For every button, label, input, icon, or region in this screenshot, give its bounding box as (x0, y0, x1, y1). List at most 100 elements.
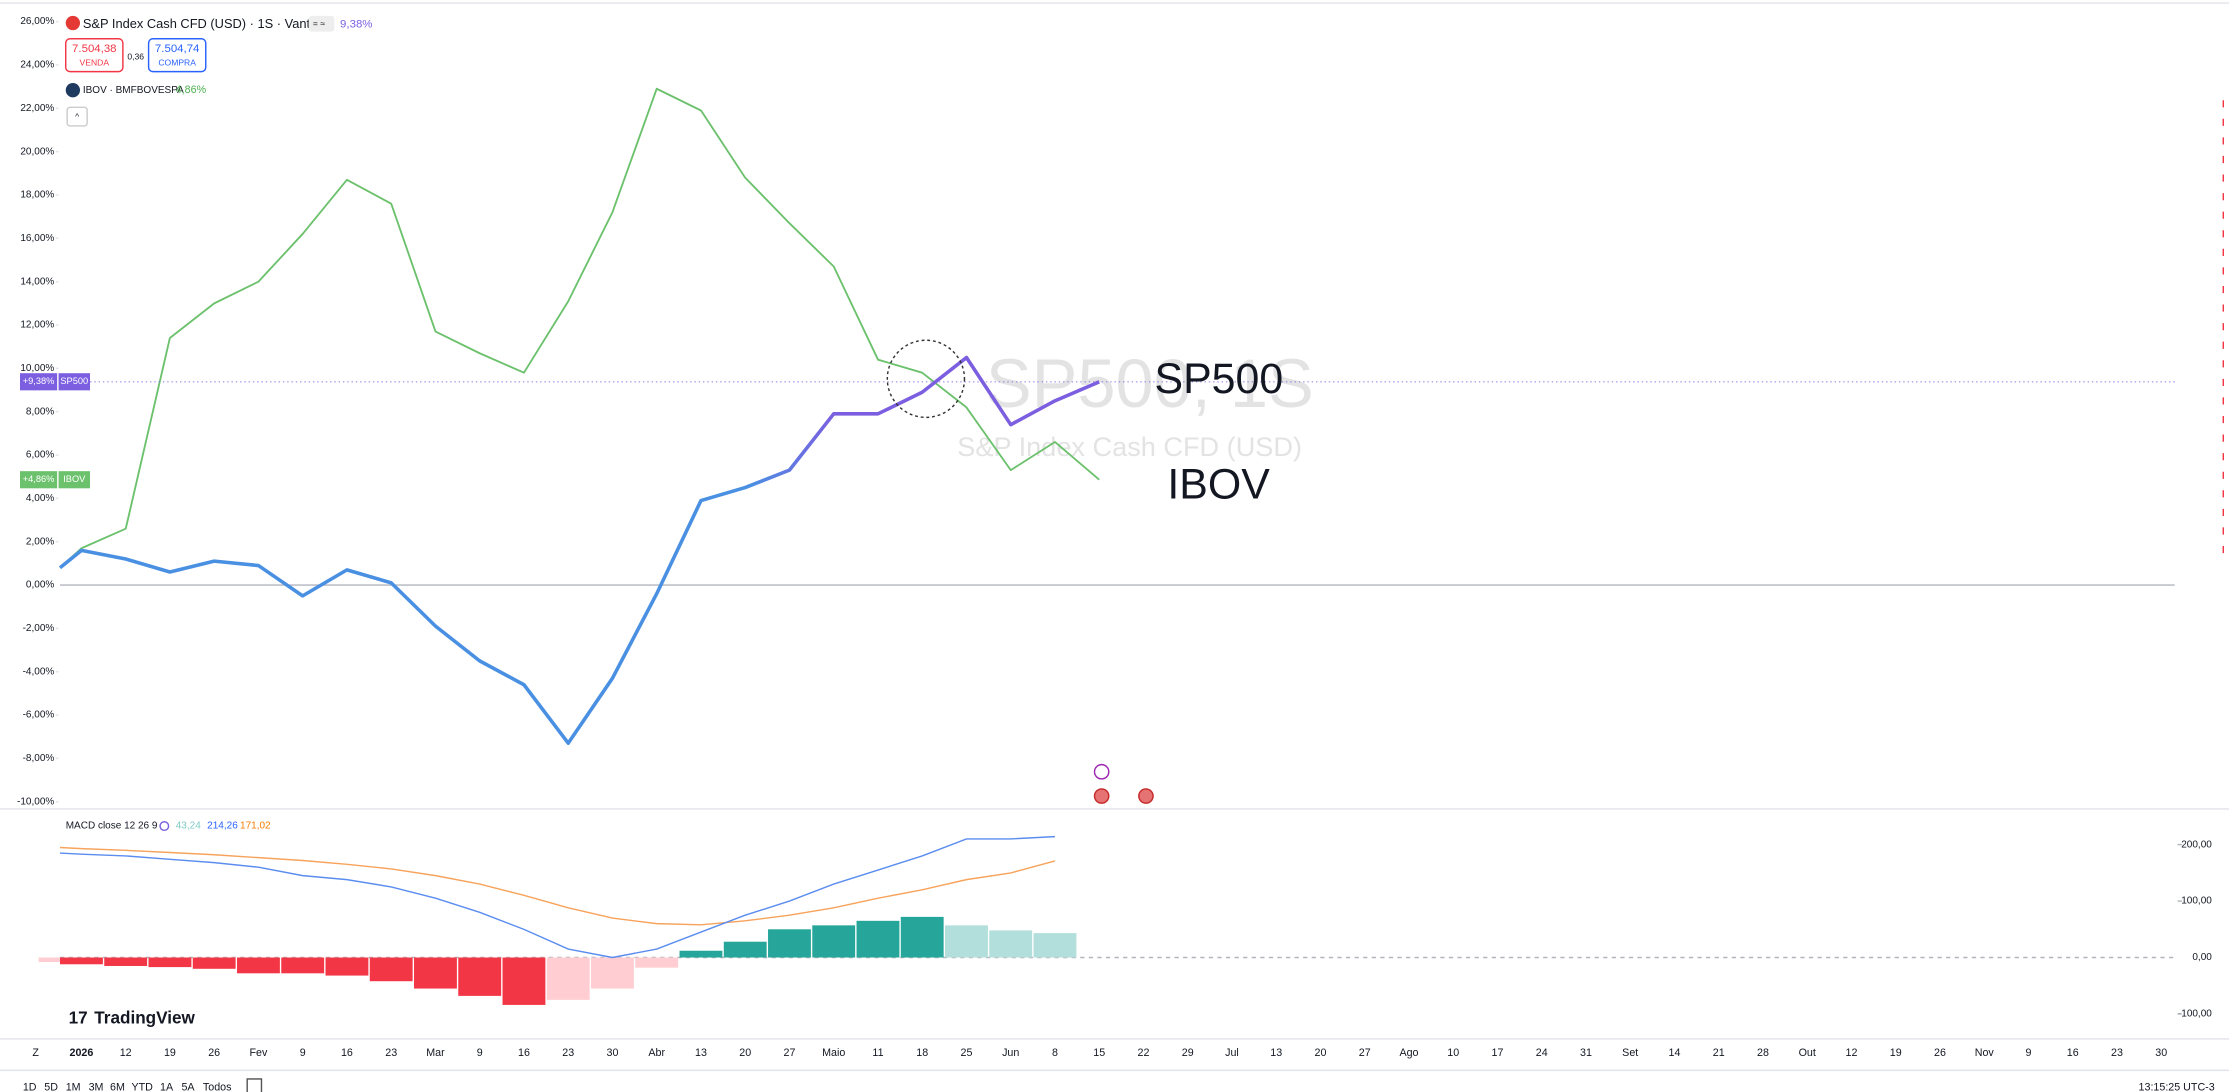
range-button[interactable]: Todos (203, 1081, 232, 1092)
x-tick-label: 23 (562, 1047, 574, 1059)
y-tick-label: -10,00% (17, 796, 54, 807)
y-tick-label: 26,00% (20, 16, 54, 27)
x-tick-label: 16 (518, 1047, 530, 1059)
compare-icon (65, 83, 81, 98)
x-tick-label: 23 (385, 1047, 397, 1059)
macd-legend-signal: 171,02 (240, 821, 271, 832)
macd-legend-hist: 43,24 (176, 821, 201, 832)
series-line (58, 355, 1100, 745)
logo[interactable]: TradingView (94, 1007, 195, 1027)
badge (20, 471, 58, 489)
histogram-bar (414, 957, 457, 989)
symbol-title[interactable]: S&P Index Cash CFD (USD) · 1S · Vantage (83, 16, 332, 31)
range-button[interactable]: YTD (131, 1081, 153, 1092)
collapse-button[interactable] (66, 106, 88, 127)
range-button[interactable]: 1A (160, 1081, 174, 1092)
histogram-bar (812, 925, 856, 958)
x-tick-label: 16 (341, 1047, 353, 1059)
y-tick-label: 14,00% (20, 276, 54, 287)
x-tick-label: 9 (300, 1047, 306, 1059)
sell-label: VENDA (80, 57, 110, 67)
buy-price: 7.504,74 (155, 43, 200, 55)
x-tick-label: Jul (1225, 1047, 1239, 1059)
compare-toggle[interactable] (308, 15, 335, 32)
histogram-bar (768, 929, 811, 958)
range-button[interactable]: 5D (44, 1081, 58, 1092)
x-tick-label: Nov (1975, 1047, 1995, 1059)
badge-value: +9,38% (23, 376, 55, 386)
y-tick-label: 16,00% (20, 233, 54, 244)
x-tick-label: 9 (477, 1047, 483, 1059)
histogram-bar (148, 957, 192, 968)
y-tick-label: 0,00% (26, 580, 54, 591)
y-tick-label: -6,00% (23, 710, 55, 721)
x-tick-label: 26 (208, 1047, 220, 1059)
badge-value: +4,86% (23, 474, 55, 484)
badge (58, 471, 91, 489)
series-line (59, 87, 1100, 569)
x-tick-label: Maio (822, 1047, 845, 1059)
buy-label: COMPRA (158, 57, 196, 67)
event-icon[interactable] (1138, 788, 1154, 804)
range-button[interactable]: 1M (66, 1081, 81, 1092)
histogram-bar (104, 957, 148, 966)
y-tick-label: 6,00% (26, 450, 54, 461)
histogram-bar (369, 957, 413, 982)
x-tick-label: 19 (1890, 1047, 1902, 1059)
range-button[interactable]: 6M (110, 1081, 125, 1092)
x-tick-label: 30 (607, 1047, 619, 1059)
y-tick-label: -2,00% (23, 623, 55, 634)
x-tick-label: 16 (2067, 1047, 2079, 1059)
calendar-icon[interactable] (246, 1078, 263, 1092)
badge (20, 373, 58, 391)
x-tick-label: 10 (1447, 1047, 1459, 1059)
event-icon[interactable] (1093, 788, 1110, 804)
histogram-bar (60, 957, 103, 965)
buy-button[interactable] (147, 38, 207, 73)
histogram-bar (502, 957, 546, 1005)
histogram-bar (856, 920, 900, 958)
x-tick-label: 8 (1052, 1047, 1058, 1059)
symbol-icon[interactable] (65, 15, 81, 31)
collapse-icon: ^ (75, 112, 79, 122)
y-tick-label: -8,00% (23, 753, 55, 764)
x-tick-label: Abr (648, 1047, 665, 1059)
signal-line (59, 846, 1056, 926)
histogram-bar (281, 957, 325, 974)
event-icon[interactable] (1093, 763, 1110, 780)
macd-settings-icon[interactable] (159, 821, 170, 832)
histogram-bar (723, 941, 767, 958)
y-tick-label: 8,00% (26, 406, 54, 417)
macd-line (59, 835, 1055, 959)
histogram-bar (679, 950, 723, 958)
watermark-subtitle: S&P Index Cash CFD (USD) (957, 431, 1302, 462)
axis-corner[interactable]: Z (32, 1047, 39, 1059)
histogram-bar (458, 957, 502, 996)
range-button[interactable]: 5A (181, 1081, 195, 1092)
x-tick-label: Set (1622, 1047, 1638, 1059)
x-tick-label: 13 (695, 1047, 707, 1059)
x-tick-label: 27 (784, 1047, 796, 1059)
x-tick-label: 13 (1270, 1047, 1282, 1059)
range-button[interactable]: 1D (23, 1081, 37, 1092)
range-button[interactable]: 3M (89, 1081, 104, 1092)
sell-button[interactable] (65, 38, 124, 73)
compare-symbol[interactable]: IBOV · BMFBOVESPA (83, 85, 184, 96)
histogram-bar (1033, 933, 1077, 958)
clock: 13:15:25 UTC-3 (2139, 1081, 2215, 1092)
spread: 0,36 (127, 52, 144, 62)
badge (58, 373, 91, 391)
histogram-bar (237, 957, 280, 974)
y-tick-label: -100,00 (2178, 1009, 2212, 1020)
y-tick-label: -4,00% (23, 666, 55, 677)
x-tick-label: Jun (1002, 1047, 1019, 1059)
x-tick-label: 24 (1536, 1047, 1548, 1059)
annotation: IBOV (1167, 461, 1270, 509)
x-tick-label: 14 (1669, 1047, 1681, 1059)
y-tick-label: 100,00 (2181, 896, 2212, 907)
x-tick-label: Out (1799, 1047, 1816, 1059)
compare-icon: = ≈ (313, 19, 325, 29)
y-tick-label: 200,00 (2181, 839, 2212, 850)
